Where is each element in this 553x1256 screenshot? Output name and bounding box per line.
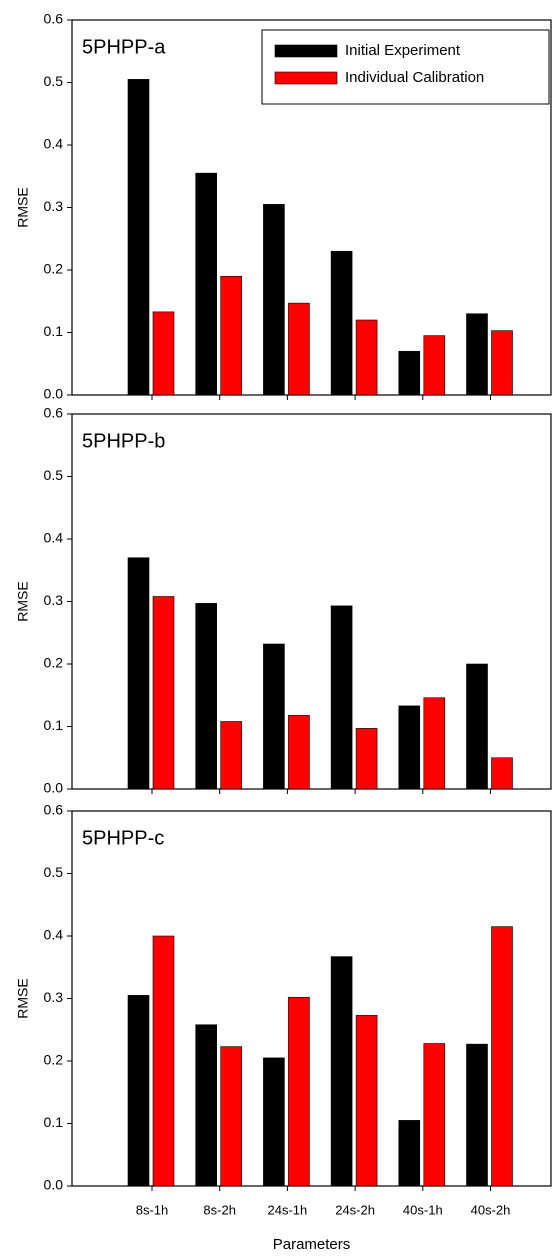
y-axis-label: RMSE	[15, 187, 31, 227]
bar	[491, 926, 513, 1187]
y-tick-label: 0.2	[44, 655, 64, 671]
y-tick-label: 0.0	[44, 386, 64, 402]
y-tick-label: 0.5	[44, 467, 64, 483]
bar	[127, 557, 150, 790]
bar	[127, 79, 150, 396]
bar	[398, 1120, 421, 1187]
bar	[152, 596, 175, 790]
x-tick-label: 8s-1h	[136, 1202, 169, 1217]
x-tick-label: 24s-1h	[268, 1202, 308, 1217]
legend-swatch	[274, 71, 338, 85]
y-tick-label: 0.6	[44, 405, 64, 421]
y-tick-label: 0.4	[44, 927, 64, 943]
panel-title: 5PHPP-a	[82, 36, 166, 58]
bar	[423, 697, 446, 790]
bar	[152, 935, 175, 1187]
y-tick-label: 0.1	[44, 717, 64, 733]
x-tick-label: 24s-2h	[335, 1202, 375, 1217]
y-tick-label: 0.1	[44, 323, 64, 339]
bar	[398, 350, 421, 396]
bar	[491, 330, 513, 396]
bar	[288, 302, 310, 396]
bar	[195, 172, 217, 396]
y-tick-label: 0.3	[44, 592, 64, 608]
bar	[330, 956, 353, 1187]
bar	[127, 995, 150, 1187]
x-axis-label: Parameters	[273, 1236, 351, 1253]
y-tick-label: 0.6	[44, 11, 64, 27]
x-tick-label: 40s-2h	[471, 1202, 511, 1217]
bar	[466, 313, 488, 396]
legend-swatch	[274, 44, 338, 58]
y-tick-label: 0.5	[44, 864, 64, 880]
bar	[220, 721, 242, 790]
y-tick-label: 0.3	[44, 198, 64, 214]
bar	[423, 335, 446, 396]
bar	[288, 996, 310, 1187]
bar	[466, 1043, 488, 1187]
bar	[263, 643, 285, 790]
y-tick-label: 0.0	[44, 1177, 64, 1193]
bar	[288, 714, 310, 790]
y-tick-label: 0.6	[44, 802, 64, 818]
bar	[423, 1043, 446, 1187]
y-tick-label: 0.2	[44, 1052, 64, 1068]
bar	[195, 1024, 217, 1187]
legend-box	[261, 29, 550, 105]
y-axis-label: RMSE	[15, 978, 31, 1018]
y-tick-label: 0.5	[44, 73, 64, 89]
x-tick-label: 8s-2h	[203, 1202, 236, 1217]
bar	[330, 250, 353, 396]
panel-title: 5PHPP-b	[82, 430, 165, 452]
bar	[152, 311, 175, 396]
bar	[355, 1015, 378, 1187]
bar	[398, 705, 421, 790]
y-tick-label: 0.0	[44, 780, 64, 796]
bar	[220, 275, 242, 396]
bar	[263, 204, 285, 396]
y-tick-label: 0.3	[44, 989, 64, 1005]
bar	[466, 663, 488, 790]
legend-label: Individual Calibration	[345, 69, 484, 86]
y-axis-label: RMSE	[15, 581, 31, 621]
bar	[195, 603, 217, 790]
panel-title: 5PHPP-c	[82, 827, 164, 849]
bar	[330, 605, 353, 790]
y-tick-label: 0.1	[44, 1114, 64, 1130]
legend-label: Initial Experiment	[345, 42, 461, 59]
x-tick-label: 40s-1h	[403, 1202, 443, 1217]
bar	[355, 728, 378, 790]
bar	[355, 319, 378, 396]
bar	[220, 1046, 242, 1187]
y-tick-label: 0.4	[44, 530, 64, 546]
y-tick-label: 0.2	[44, 261, 64, 277]
bar	[491, 757, 513, 790]
y-tick-label: 0.4	[44, 136, 64, 152]
bar	[263, 1057, 285, 1187]
